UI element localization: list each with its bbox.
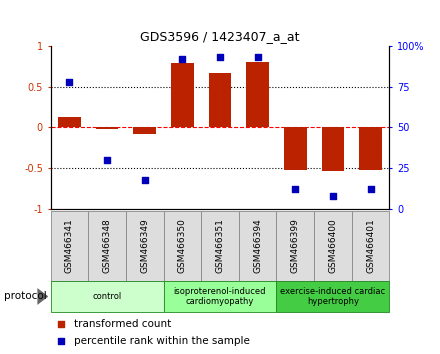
Point [66, 79, 73, 85]
Point [141, 177, 148, 182]
Bar [239, 211, 276, 281]
Point [57, 321, 64, 327]
Point [216, 55, 224, 60]
Text: isoproterenol-induced
cardiomyopathy: isoproterenol-induced cardiomyopathy [174, 287, 266, 306]
Bar [276, 211, 314, 281]
Bar [352, 211, 389, 281]
Text: GSM466349: GSM466349 [140, 219, 149, 273]
Point [367, 187, 374, 192]
Text: protocol: protocol [4, 291, 47, 302]
Point [292, 187, 299, 192]
Bar [164, 281, 276, 312]
Text: GSM466400: GSM466400 [328, 219, 337, 273]
Bar [88, 211, 126, 281]
Title: GDS3596 / 1423407_a_at: GDS3596 / 1423407_a_at [140, 30, 300, 44]
Text: transformed count: transformed count [74, 319, 172, 329]
Text: GSM466348: GSM466348 [103, 219, 112, 273]
Text: GSM466394: GSM466394 [253, 219, 262, 273]
Bar [171, 63, 194, 127]
Text: GSM466401: GSM466401 [366, 219, 375, 273]
Bar [314, 211, 352, 281]
Bar [133, 127, 156, 134]
Text: percentile rank within the sample: percentile rank within the sample [74, 336, 250, 346]
Point [103, 157, 110, 163]
Bar [58, 117, 81, 127]
Text: control: control [92, 292, 122, 301]
Point [330, 193, 337, 199]
Bar [51, 211, 88, 281]
Bar [276, 281, 389, 312]
Bar [322, 127, 344, 171]
Bar [96, 127, 118, 129]
Text: GSM466350: GSM466350 [178, 218, 187, 274]
Point [179, 56, 186, 62]
Text: GSM466399: GSM466399 [291, 218, 300, 274]
Bar [201, 211, 239, 281]
Text: GSM466341: GSM466341 [65, 219, 74, 273]
Bar [51, 281, 164, 312]
Bar [209, 73, 231, 127]
Polygon shape [37, 288, 48, 305]
Bar [246, 62, 269, 127]
Bar [359, 127, 382, 170]
Bar [126, 211, 164, 281]
Text: GSM466351: GSM466351 [216, 218, 224, 274]
Bar [284, 127, 307, 170]
Point [57, 338, 64, 344]
Text: exercise-induced cardiac
hypertrophy: exercise-induced cardiac hypertrophy [280, 287, 385, 306]
Point [254, 55, 261, 60]
Bar [164, 211, 201, 281]
